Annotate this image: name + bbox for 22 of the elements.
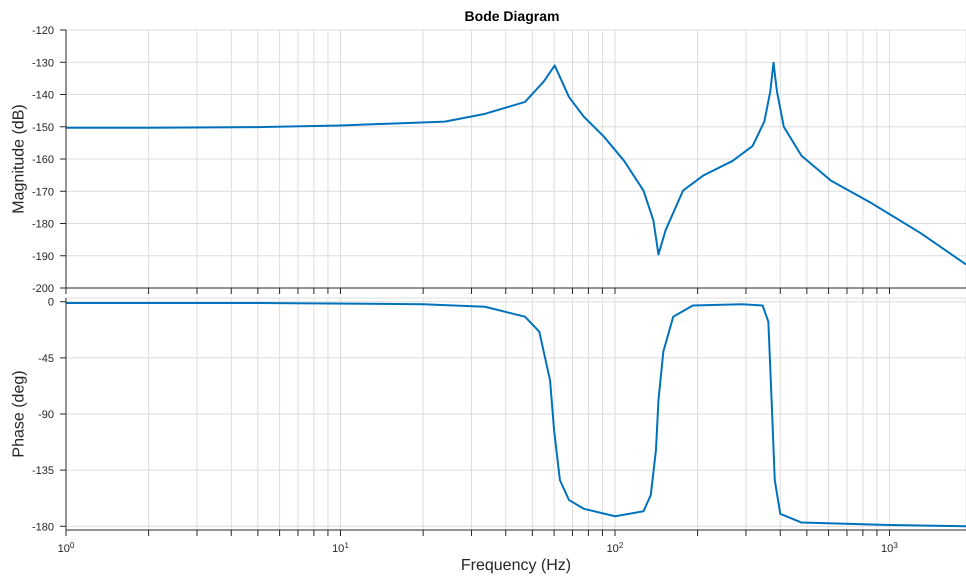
x-tick-label: 10$^{1}$ [332, 540, 350, 555]
y-tick-label: -180 [32, 218, 54, 230]
x-tick-label: 10$^{2}$ [606, 540, 624, 555]
y-tick-label: 0 [48, 296, 54, 309]
y-tick-label: -120 [32, 25, 54, 37]
y-tick-label: -130 [32, 57, 54, 70]
y-tick-label: -140 [32, 90, 54, 102]
y-tick-label: -170 [32, 186, 54, 198]
y-axis-title: Magnitude (dB) [10, 104, 28, 214]
y-tick-label: -190 [32, 250, 54, 263]
y-tick-label: -160 [32, 154, 54, 166]
x-tick-label: 10$^{3}$ [881, 540, 898, 555]
x-axis-title: Frequency (Hz) [460, 557, 572, 574]
y-tick-label: -45 [38, 352, 54, 365]
y-tick-label: -90 [38, 409, 54, 421]
y-axis-title: Phase (deg) [10, 370, 28, 458]
y-tick-label: -150 [32, 122, 54, 134]
y-tick-label: -180 [32, 521, 54, 534]
y-tick-label: -200 [32, 283, 54, 295]
x-tick-label: 10$^{0}$ [58, 540, 75, 555]
y-tick-label: -135 [32, 465, 54, 478]
chart-title: Bode Diagram [464, 8, 560, 26]
